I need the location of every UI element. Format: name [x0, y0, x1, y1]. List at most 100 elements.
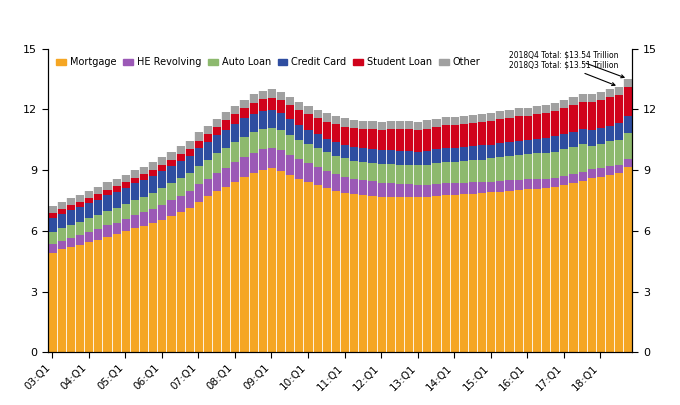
Bar	[486, 158, 495, 181]
Bar	[560, 149, 568, 176]
Bar	[431, 127, 441, 149]
Bar	[313, 185, 322, 352]
Bar	[513, 155, 523, 180]
Bar	[340, 126, 349, 145]
Bar	[541, 138, 550, 153]
Bar	[221, 121, 231, 130]
Bar	[203, 126, 212, 134]
Bar	[624, 159, 632, 168]
Bar	[267, 89, 276, 98]
Bar	[560, 100, 568, 108]
Bar	[577, 102, 587, 129]
Bar	[93, 187, 103, 194]
Bar	[441, 126, 449, 148]
Bar	[340, 193, 349, 352]
Bar	[276, 130, 285, 150]
Bar	[560, 176, 568, 185]
Bar	[532, 139, 541, 153]
Bar	[249, 103, 258, 114]
Bar	[48, 253, 56, 352]
Bar	[331, 142, 340, 156]
Bar	[605, 141, 614, 166]
Bar	[294, 125, 303, 140]
Bar	[358, 195, 367, 352]
Bar	[103, 190, 112, 195]
Bar	[560, 134, 568, 149]
Bar	[532, 114, 541, 139]
Bar	[75, 235, 84, 245]
Bar	[112, 186, 121, 192]
Bar	[541, 188, 550, 352]
Bar	[48, 232, 56, 244]
Bar	[367, 121, 377, 129]
Bar	[577, 129, 587, 144]
Bar	[139, 180, 148, 197]
Bar	[624, 168, 632, 352]
Bar	[331, 174, 340, 191]
Bar	[349, 147, 358, 160]
Bar	[523, 189, 532, 352]
Bar	[468, 160, 477, 182]
Bar	[93, 240, 103, 352]
Bar	[587, 102, 596, 130]
Bar	[495, 192, 505, 352]
Bar	[258, 170, 267, 352]
Bar	[285, 175, 294, 352]
Bar	[596, 92, 605, 100]
Bar	[624, 133, 632, 159]
Bar	[404, 129, 413, 151]
Bar	[157, 171, 167, 188]
Bar	[66, 198, 75, 205]
Bar	[285, 97, 294, 105]
Bar	[75, 245, 84, 352]
Text: 2018Q3 Total: $13.51 Trillion: 2018Q3 Total: $13.51 Trillion	[509, 61, 618, 85]
Bar	[84, 242, 93, 352]
Bar	[486, 181, 495, 192]
Bar	[175, 178, 185, 196]
Bar	[386, 151, 395, 164]
Bar	[258, 111, 267, 129]
Bar	[75, 195, 84, 202]
Bar	[358, 129, 367, 148]
Bar	[239, 137, 249, 157]
Bar	[322, 139, 331, 152]
Bar	[596, 177, 605, 352]
Bar	[175, 161, 185, 178]
Bar	[404, 151, 413, 165]
Bar	[422, 121, 431, 129]
Bar	[449, 148, 459, 162]
Bar	[249, 173, 258, 352]
Bar	[532, 179, 541, 189]
Bar	[231, 124, 239, 142]
Bar	[568, 132, 577, 147]
Bar	[568, 183, 577, 352]
Bar	[395, 197, 404, 352]
Bar	[349, 179, 358, 194]
Bar	[513, 108, 523, 116]
Bar	[495, 111, 505, 119]
Bar	[441, 148, 449, 162]
Bar	[212, 153, 221, 173]
Bar	[48, 213, 56, 218]
Bar	[139, 196, 148, 212]
Bar	[541, 179, 550, 188]
Bar	[313, 167, 322, 185]
Bar	[441, 117, 449, 125]
Bar	[413, 122, 422, 130]
Bar	[495, 181, 505, 192]
Bar	[276, 113, 285, 130]
Bar	[112, 192, 121, 208]
Bar	[340, 158, 349, 177]
Bar	[577, 172, 587, 181]
Bar	[605, 97, 614, 126]
Bar	[148, 162, 157, 170]
Bar	[303, 163, 313, 182]
Bar	[175, 147, 185, 154]
Bar	[577, 94, 587, 102]
Bar	[468, 146, 477, 160]
Bar	[413, 165, 422, 185]
Bar	[48, 218, 56, 232]
Bar	[239, 157, 249, 177]
Bar	[231, 142, 239, 162]
Bar	[267, 98, 276, 110]
